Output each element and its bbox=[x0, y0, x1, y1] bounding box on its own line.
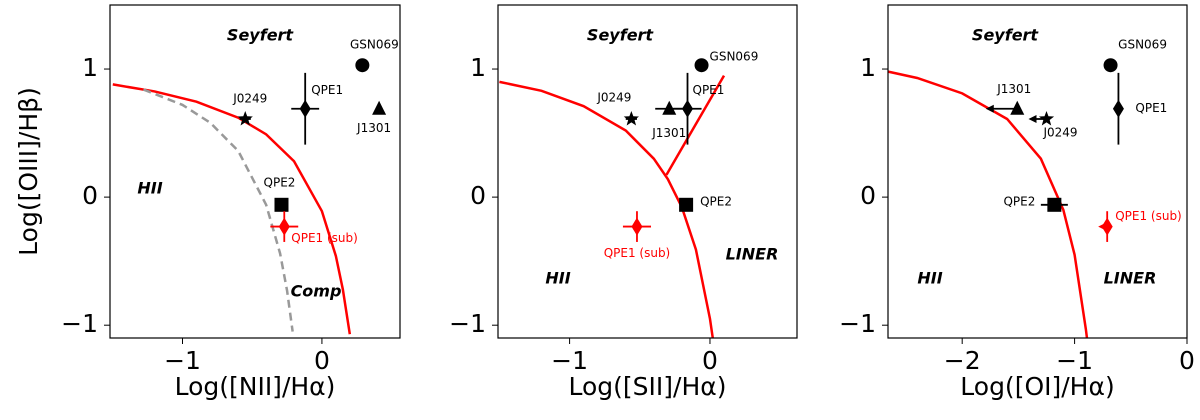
point-label: J1301 bbox=[996, 82, 1031, 96]
point-label: J0249 bbox=[1042, 125, 1077, 139]
arrow-head bbox=[985, 104, 994, 113]
plot-frame bbox=[887, 4, 1188, 339]
point bbox=[623, 110, 639, 126]
y-tick-label: −1 bbox=[449, 309, 486, 338]
demarcation-line bbox=[143, 88, 294, 332]
region-label: LINER bbox=[1104, 269, 1157, 288]
y-tick-label: −1 bbox=[839, 309, 876, 338]
point-label: QPE2 bbox=[700, 194, 732, 208]
region-label: Seyfert bbox=[227, 26, 295, 45]
y-tick-label: 1 bbox=[860, 53, 876, 82]
y-tick-label: 1 bbox=[82, 53, 98, 82]
point-label: GSN069 bbox=[710, 50, 759, 64]
y-tick-label: 0 bbox=[860, 181, 876, 210]
point-label: QPE1 bbox=[1135, 101, 1167, 115]
point bbox=[682, 99, 694, 118]
point bbox=[278, 217, 290, 236]
point bbox=[355, 58, 370, 73]
panel: −1 0 1 −2 −1 0 Log([OI]/Hα) Seyfert HII LINER GSN0… bbox=[839, 4, 1195, 401]
plot-area bbox=[888, 58, 1124, 338]
point-label: QPE1 (sub) bbox=[291, 231, 358, 245]
point bbox=[1103, 58, 1118, 73]
x-axis-label: Log([SII]/Hα) bbox=[569, 372, 727, 401]
point bbox=[1010, 100, 1025, 115]
point bbox=[631, 217, 643, 236]
demarcation-line bbox=[112, 83, 352, 335]
x-tick-label: −1 bbox=[164, 346, 201, 375]
point-label: J1301 bbox=[651, 126, 686, 140]
point-label: QPE2 bbox=[1003, 194, 1035, 208]
point bbox=[274, 197, 289, 212]
point bbox=[1101, 217, 1113, 236]
panel: −101−1 0Log([NII]/Hα)Log([OIII]/Hβ)Seyfer… bbox=[14, 4, 401, 401]
x-tick-label: 0 bbox=[1179, 346, 1195, 375]
x-tick-label: −1 bbox=[551, 346, 588, 375]
point-label: J1301 bbox=[356, 121, 391, 135]
panel: −101−1 0Log([SII]/Hα)SeyfertHIILINERGSN06… bbox=[449, 4, 798, 401]
point-label: GSN069 bbox=[1118, 38, 1167, 52]
plot-area bbox=[499, 58, 726, 338]
point bbox=[1112, 99, 1124, 118]
region-label: LINER bbox=[726, 245, 779, 264]
point bbox=[372, 100, 387, 115]
demarcation-line bbox=[499, 80, 715, 338]
plot-frame bbox=[109, 4, 401, 339]
x-tick-label: 0 bbox=[702, 346, 718, 375]
point bbox=[679, 197, 694, 212]
y-tick-label: 0 bbox=[82, 181, 98, 210]
point bbox=[237, 110, 253, 126]
region-label: Seyfert bbox=[587, 26, 655, 45]
point-label: QPE1 bbox=[693, 83, 725, 97]
demarcation-line bbox=[665, 74, 726, 176]
point-label: QPE1 bbox=[311, 83, 343, 97]
y-tick-label: 0 bbox=[470, 181, 486, 210]
region-label: HII bbox=[545, 269, 570, 288]
y-tick-label: 1 bbox=[470, 53, 486, 82]
x-tick-label: −2 bbox=[944, 346, 981, 375]
point bbox=[662, 100, 677, 115]
x-tick-label: 0 bbox=[314, 346, 330, 375]
point bbox=[1047, 197, 1062, 212]
point-label: J0249 bbox=[596, 90, 631, 104]
point-label: QPE1 (sub) bbox=[604, 246, 671, 260]
point bbox=[299, 99, 311, 118]
region-label: Comp bbox=[291, 282, 342, 301]
point bbox=[1038, 110, 1055, 126]
x-axis-label: Log([OI]/Hα) bbox=[960, 372, 1114, 401]
plot-area bbox=[112, 58, 387, 335]
x-tick-label: −1 bbox=[1056, 346, 1093, 375]
region-label: Seyfert bbox=[972, 26, 1040, 45]
point-label: QPE1 (sub) bbox=[1115, 209, 1182, 223]
arrow-head bbox=[1028, 114, 1037, 123]
point-label: J0249 bbox=[232, 91, 267, 105]
x-axis-label: Log([NII]/Hα) bbox=[175, 372, 336, 401]
point-label: GSN069 bbox=[350, 38, 399, 52]
point bbox=[694, 58, 709, 73]
region-label: HII bbox=[137, 179, 162, 198]
y-tick-label: −1 bbox=[61, 309, 98, 338]
y-axis-label: Log([OIII]/Hβ) bbox=[14, 87, 43, 256]
plot-frame bbox=[497, 4, 798, 339]
demarcation-line bbox=[888, 70, 1089, 338]
point-label: QPE2 bbox=[264, 175, 296, 189]
region-label: HII bbox=[917, 269, 942, 288]
